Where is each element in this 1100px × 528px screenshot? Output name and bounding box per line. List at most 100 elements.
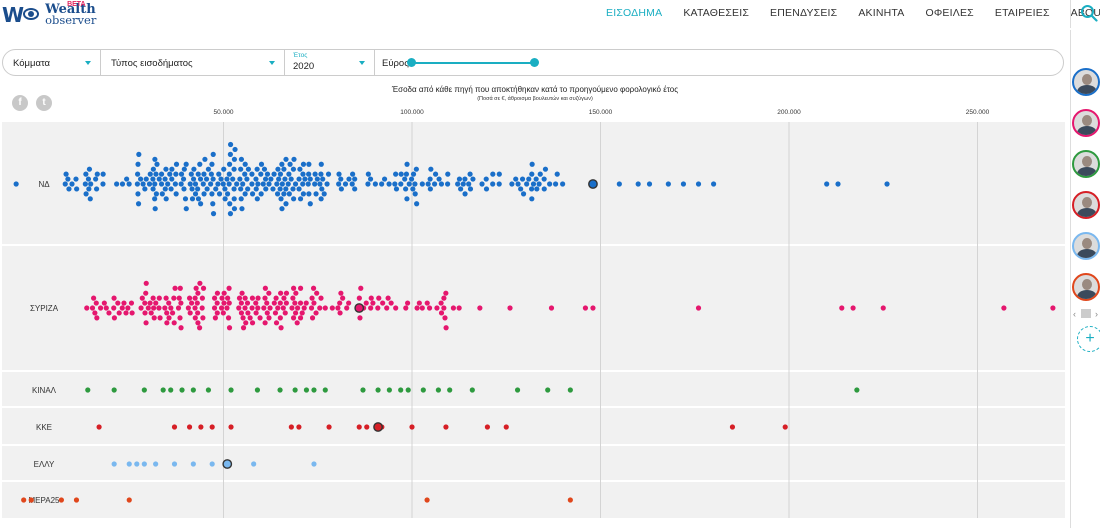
- data-point[interactable]: [288, 424, 294, 430]
- data-point[interactable]: [225, 295, 231, 301]
- data-point[interactable]: [490, 171, 496, 177]
- data-point[interactable]: [152, 196, 158, 202]
- data-point[interactable]: [264, 171, 271, 177]
- data-point[interactable]: [160, 387, 166, 393]
- data-point[interactable]: [226, 325, 233, 331]
- data-point[interactable]: [255, 181, 261, 187]
- data-point[interactable]: [268, 176, 274, 182]
- data-point[interactable]: [302, 176, 308, 182]
- data-point[interactable]: [616, 181, 622, 187]
- data-point[interactable]: [150, 166, 156, 172]
- data-point[interactable]: [163, 196, 169, 202]
- data-point[interactable]: [884, 181, 890, 187]
- data-point[interactable]: [496, 171, 502, 177]
- data-point[interactable]: [286, 191, 292, 197]
- data-point[interactable]: [484, 424, 490, 430]
- data-point[interactable]: [222, 186, 228, 192]
- data-point[interactable]: [292, 181, 299, 187]
- data-point[interactable]: [158, 181, 165, 187]
- data-point[interactable]: [211, 295, 218, 301]
- data-point[interactable]: [97, 305, 104, 311]
- data-point[interactable]: [216, 171, 222, 177]
- data-point[interactable]: [290, 166, 297, 172]
- data-point[interactable]: [438, 310, 445, 316]
- data-point[interactable]: [238, 166, 244, 172]
- data-point[interactable]: [186, 424, 193, 430]
- data-point[interactable]: [135, 161, 141, 167]
- data-point[interactable]: [404, 161, 410, 167]
- data-point[interactable]: [312, 181, 318, 187]
- data-point[interactable]: [100, 171, 106, 177]
- party-select[interactable]: Κόμματα: [3, 50, 101, 75]
- data-point[interactable]: [83, 171, 89, 177]
- data-point[interactable]: [82, 181, 88, 187]
- data-point[interactable]: [312, 171, 318, 177]
- data-point[interactable]: [466, 181, 472, 187]
- data-point[interactable]: [386, 181, 392, 187]
- data-point[interactable]: [143, 320, 149, 326]
- data-point[interactable]: [443, 325, 449, 331]
- data-point[interactable]: [548, 305, 555, 311]
- data-point[interactable]: [344, 305, 350, 311]
- data-point[interactable]: [447, 387, 453, 393]
- data-point[interactable]: [212, 315, 218, 321]
- data-point[interactable]: [357, 315, 363, 321]
- data-point[interactable]: [266, 315, 272, 321]
- data-point[interactable]: [308, 305, 315, 311]
- data-point[interactable]: [427, 176, 433, 182]
- data-point[interactable]: [590, 305, 596, 311]
- data-point[interactable]: [245, 310, 251, 316]
- data-point[interactable]: [318, 171, 324, 177]
- data-point[interactable]: [695, 181, 702, 187]
- data-point[interactable]: [363, 300, 369, 306]
- data-point[interactable]: [147, 300, 153, 306]
- data-point[interactable]: [445, 181, 451, 187]
- income-type-select[interactable]: Τύπος εισοδήματος: [101, 50, 285, 75]
- data-point[interactable]: [326, 424, 332, 430]
- data-point[interactable]: [221, 166, 227, 172]
- data-point[interactable]: [542, 166, 549, 172]
- politician-avatar[interactable]: [1072, 109, 1100, 137]
- data-point[interactable]: [445, 171, 451, 177]
- data-point[interactable]: [204, 186, 210, 192]
- data-point[interactable]: [360, 387, 366, 393]
- data-point[interactable]: [419, 181, 425, 187]
- highlighted-point[interactable]: [222, 459, 233, 469]
- data-point[interactable]: [435, 387, 441, 393]
- data-point[interactable]: [253, 176, 259, 182]
- data-point[interactable]: [193, 285, 199, 291]
- data-point[interactable]: [166, 315, 172, 321]
- data-point[interactable]: [85, 176, 92, 182]
- data-point[interactable]: [135, 191, 141, 197]
- data-point[interactable]: [483, 176, 489, 182]
- data-point[interactable]: [153, 191, 159, 197]
- data-point[interactable]: [231, 166, 237, 172]
- data-point[interactable]: [318, 161, 324, 167]
- prev-arrow-icon[interactable]: ‹: [1073, 309, 1076, 319]
- data-point[interactable]: [277, 186, 283, 192]
- data-point[interactable]: [101, 300, 107, 306]
- data-point[interactable]: [438, 181, 445, 187]
- data-point[interactable]: [188, 300, 195, 306]
- data-point[interactable]: [306, 191, 312, 197]
- data-point[interactable]: [286, 171, 292, 177]
- politician-avatar[interactable]: [1072, 150, 1100, 178]
- data-point[interactable]: [148, 310, 154, 316]
- data-point[interactable]: [294, 320, 300, 326]
- data-point[interactable]: [356, 424, 362, 430]
- data-point[interactable]: [232, 146, 238, 153]
- data-point[interactable]: [58, 497, 64, 503]
- data-point[interactable]: [520, 191, 527, 197]
- data-point[interactable]: [441, 305, 447, 311]
- data-point[interactable]: [28, 497, 34, 503]
- data-point[interactable]: [242, 295, 248, 301]
- data-point[interactable]: [300, 191, 307, 197]
- data-point[interactable]: [254, 166, 260, 172]
- data-point[interactable]: [251, 461, 257, 467]
- data-point[interactable]: [199, 295, 205, 301]
- data-point[interactable]: [153, 300, 159, 306]
- data-point[interactable]: [337, 300, 343, 306]
- data-point[interactable]: [462, 176, 468, 182]
- data-point[interactable]: [291, 285, 297, 291]
- data-point[interactable]: [274, 181, 280, 187]
